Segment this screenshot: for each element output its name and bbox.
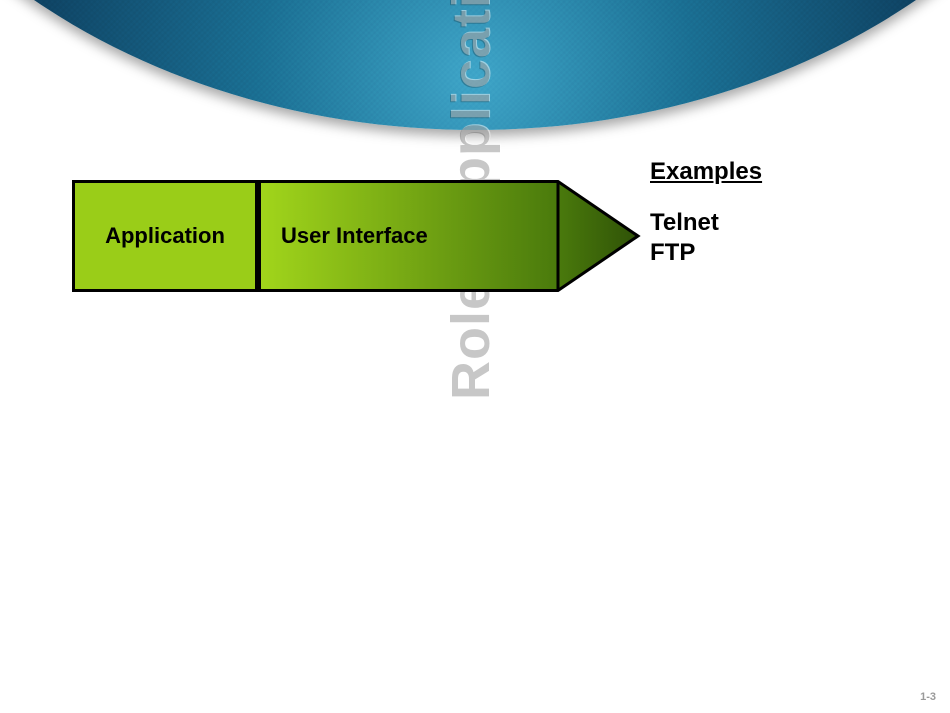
examples-heading: Examples bbox=[650, 158, 762, 186]
user-interface-label: User Interface bbox=[281, 223, 428, 249]
page-number: 1-3 bbox=[920, 691, 936, 703]
layer-diagram: Application User Interface bbox=[72, 180, 632, 292]
examples-block: Examples Telnet FTP bbox=[650, 158, 762, 268]
user-interface-box: User Interface bbox=[258, 180, 558, 292]
top-banner bbox=[0, 0, 950, 150]
examples-item: Telnet bbox=[650, 208, 762, 238]
application-box: Application bbox=[72, 180, 258, 292]
watermark-text-lower: Role bbox=[440, 279, 502, 400]
application-label: Application bbox=[105, 223, 225, 249]
examples-item: FTP bbox=[650, 238, 762, 268]
slide: pplicati Role Application bbox=[0, 0, 950, 713]
banner-curve bbox=[0, 0, 950, 130]
